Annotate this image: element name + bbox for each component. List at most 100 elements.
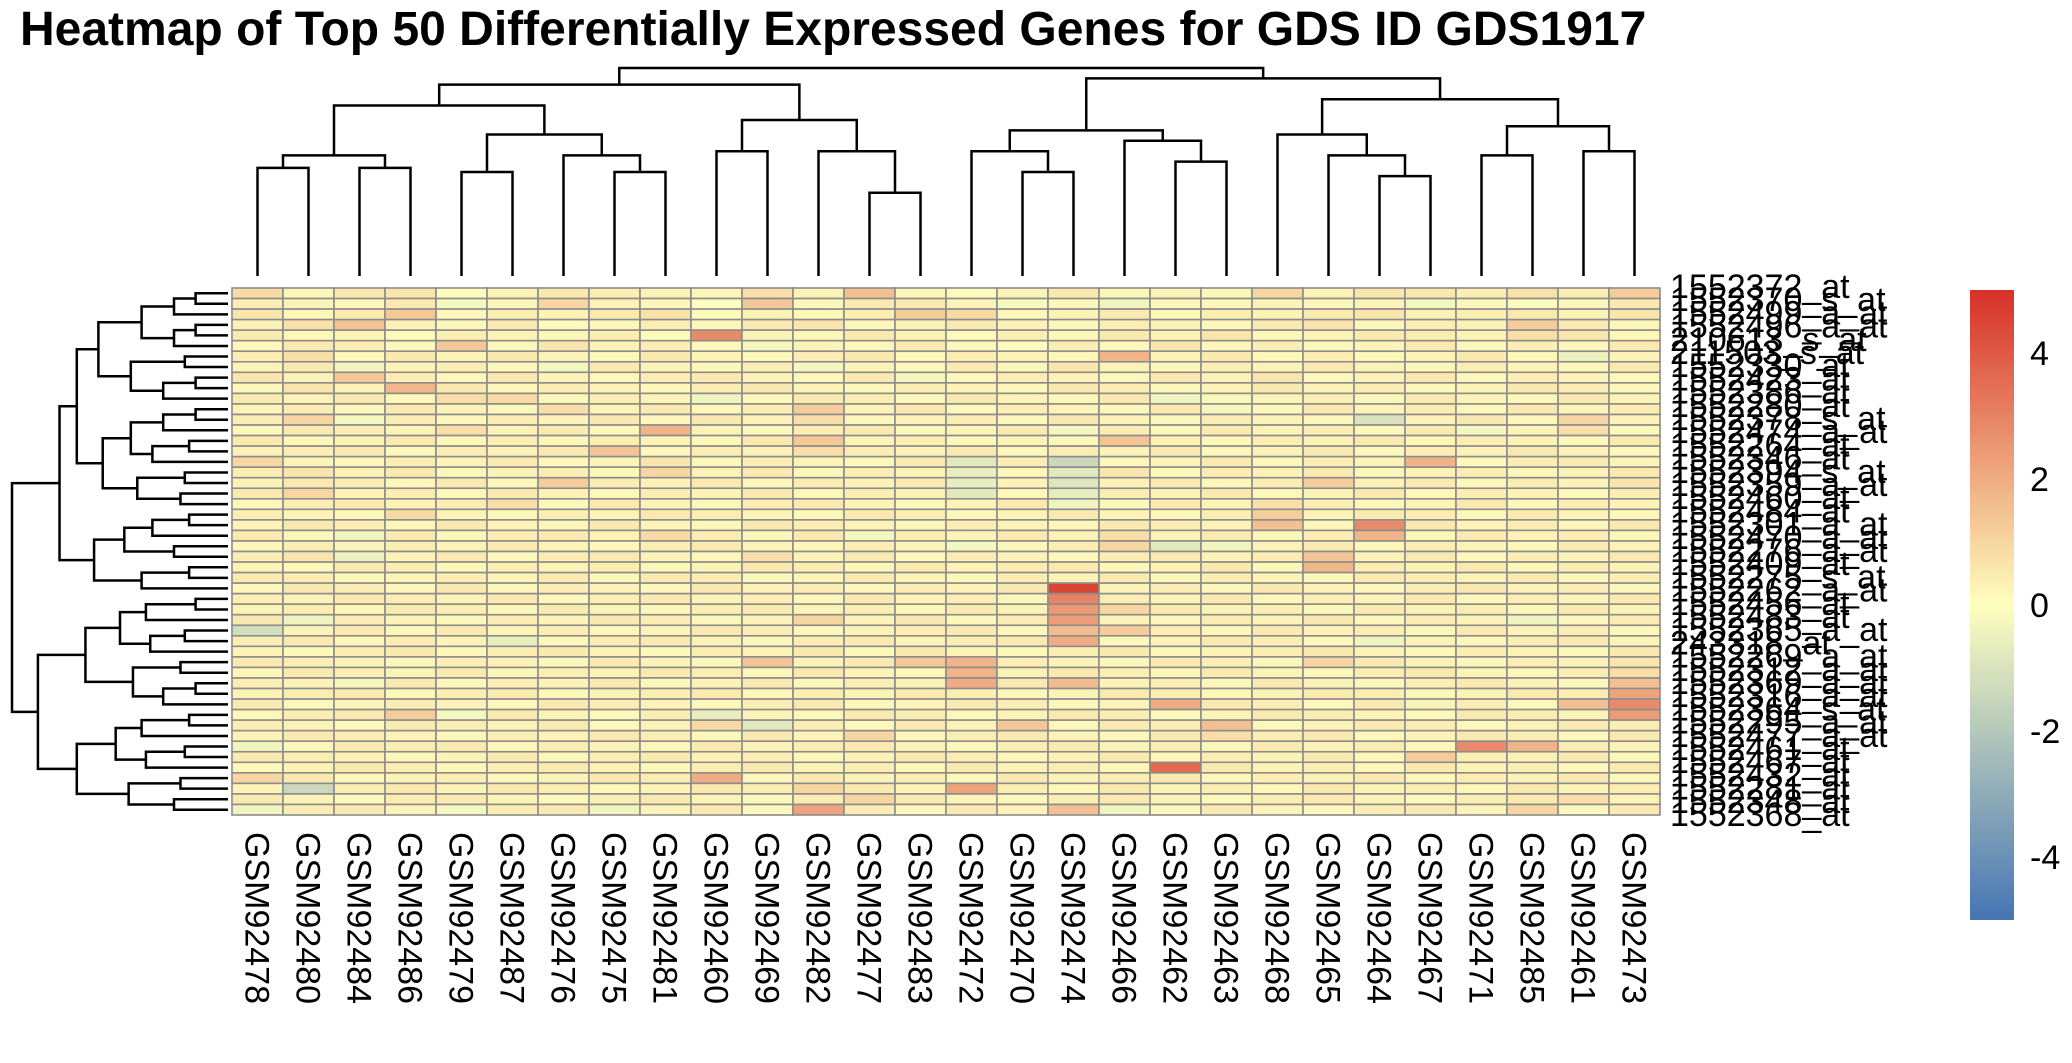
heatmap-cell xyxy=(435,624,488,637)
heatmap-cell xyxy=(435,445,488,458)
heatmap-cell xyxy=(639,371,692,384)
heatmap-cell xyxy=(792,434,845,447)
heatmap-cell xyxy=(537,529,590,542)
heatmap-cell xyxy=(894,550,947,563)
heatmap-cell xyxy=(1149,561,1202,574)
heatmap-cell xyxy=(945,624,998,637)
heatmap-cell xyxy=(282,550,335,563)
heatmap-cell xyxy=(1557,592,1610,605)
heatmap-cell xyxy=(1098,635,1151,648)
heatmap-cell xyxy=(1557,497,1610,511)
heatmap-cell xyxy=(1302,719,1355,732)
heatmap-cell xyxy=(1506,308,1559,321)
heatmap-cell xyxy=(537,318,590,331)
heatmap-cell xyxy=(435,424,488,437)
heatmap-cell xyxy=(1098,603,1151,616)
heatmap-cell xyxy=(435,318,488,331)
heatmap-cell xyxy=(1047,529,1100,542)
heatmap-cell xyxy=(1302,466,1355,479)
heatmap-cell xyxy=(741,508,794,521)
heatmap-cell xyxy=(282,445,335,458)
heatmap-cell xyxy=(231,677,284,690)
heatmap-cell xyxy=(1200,624,1253,637)
heatmap-cell xyxy=(1557,392,1610,405)
heatmap-cell xyxy=(996,519,1049,532)
heatmap-cell xyxy=(486,445,539,458)
heatmap-cell xyxy=(486,613,539,627)
heatmap-cell xyxy=(639,645,692,658)
heatmap-cell xyxy=(1098,571,1151,584)
heatmap-cell xyxy=(639,424,692,437)
heatmap-cell xyxy=(792,729,845,743)
heatmap-cell xyxy=(1557,687,1610,700)
heatmap-cell xyxy=(537,519,590,532)
heatmap-cell xyxy=(435,719,488,732)
heatmap-cell xyxy=(1098,666,1151,679)
column-label: GSM92460 xyxy=(697,832,735,1004)
heatmap-cell xyxy=(1506,329,1559,342)
heatmap-cell xyxy=(1098,424,1151,437)
heatmap-cell xyxy=(588,729,641,743)
heatmap-cell xyxy=(1149,656,1202,669)
heatmap-cell xyxy=(1353,750,1406,764)
heatmap-cell xyxy=(1557,624,1610,637)
heatmap-cell xyxy=(282,371,335,384)
heatmap-cell xyxy=(792,476,845,490)
row-label: 1552348_at xyxy=(1670,783,1850,821)
heatmap-cell xyxy=(231,592,284,605)
dendrogram-link xyxy=(485,133,603,172)
heatmap-cell xyxy=(537,761,590,774)
heatmap-cell xyxy=(843,360,896,374)
heatmap-cell xyxy=(384,550,437,563)
heatmap-cell xyxy=(1200,508,1253,521)
heatmap-cell xyxy=(741,529,794,542)
heatmap-cell xyxy=(1557,782,1610,795)
heatmap-cell xyxy=(1455,550,1508,563)
row-label: 1552359_a_at xyxy=(1670,466,1888,504)
heatmap-cell xyxy=(1608,550,1661,563)
heatmap-cell xyxy=(588,508,641,521)
heatmap-cell xyxy=(1098,687,1151,700)
heatmap-cell xyxy=(537,476,590,490)
heatmap-cell xyxy=(1455,561,1508,574)
heatmap-cell xyxy=(537,698,590,711)
heatmap-cell xyxy=(843,382,896,395)
heatmap-cell xyxy=(1047,793,1100,806)
heatmap-cell xyxy=(843,540,896,553)
heatmap-cell xyxy=(1557,540,1610,553)
heatmap-cell xyxy=(1302,729,1355,743)
heatmap-cell xyxy=(639,561,692,574)
heatmap-cell xyxy=(282,687,335,700)
heatmap-cell xyxy=(1404,360,1457,374)
colorbar-tick-label: -2 xyxy=(2030,713,2060,751)
column-label: GSM92473 xyxy=(1615,832,1653,1004)
heatmap-cell xyxy=(843,645,896,658)
heatmap-cell xyxy=(792,297,845,310)
heatmap-cell xyxy=(231,698,284,711)
heatmap-cell xyxy=(741,371,794,384)
dendrogram-link xyxy=(194,292,228,306)
heatmap-cell xyxy=(690,698,743,711)
heatmap-cell xyxy=(996,455,1049,468)
heatmap-cell xyxy=(843,592,896,605)
heatmap-cell xyxy=(384,350,437,363)
heatmap-cell xyxy=(996,508,1049,521)
heatmap-cell xyxy=(690,624,743,637)
heatmap-cell xyxy=(435,434,488,447)
heatmap-cell xyxy=(1098,592,1151,605)
heatmap-cell xyxy=(282,413,335,426)
heatmap-cell xyxy=(1455,424,1508,437)
heatmap-cell xyxy=(1047,392,1100,405)
heatmap-cell xyxy=(1200,687,1253,700)
heatmap-cell xyxy=(894,297,947,310)
heatmap-cell xyxy=(690,529,743,542)
heatmap-cell xyxy=(1608,466,1661,479)
heatmap-cell xyxy=(1506,750,1559,764)
heatmap-cell xyxy=(843,371,896,384)
heatmap-cell xyxy=(1098,466,1151,479)
heatmap-cell xyxy=(690,508,743,521)
heatmap-cell xyxy=(486,371,539,384)
heatmap-cell xyxy=(690,550,743,563)
row-label: 1552316_a_at xyxy=(1670,677,1888,715)
heatmap-cell xyxy=(639,740,692,753)
